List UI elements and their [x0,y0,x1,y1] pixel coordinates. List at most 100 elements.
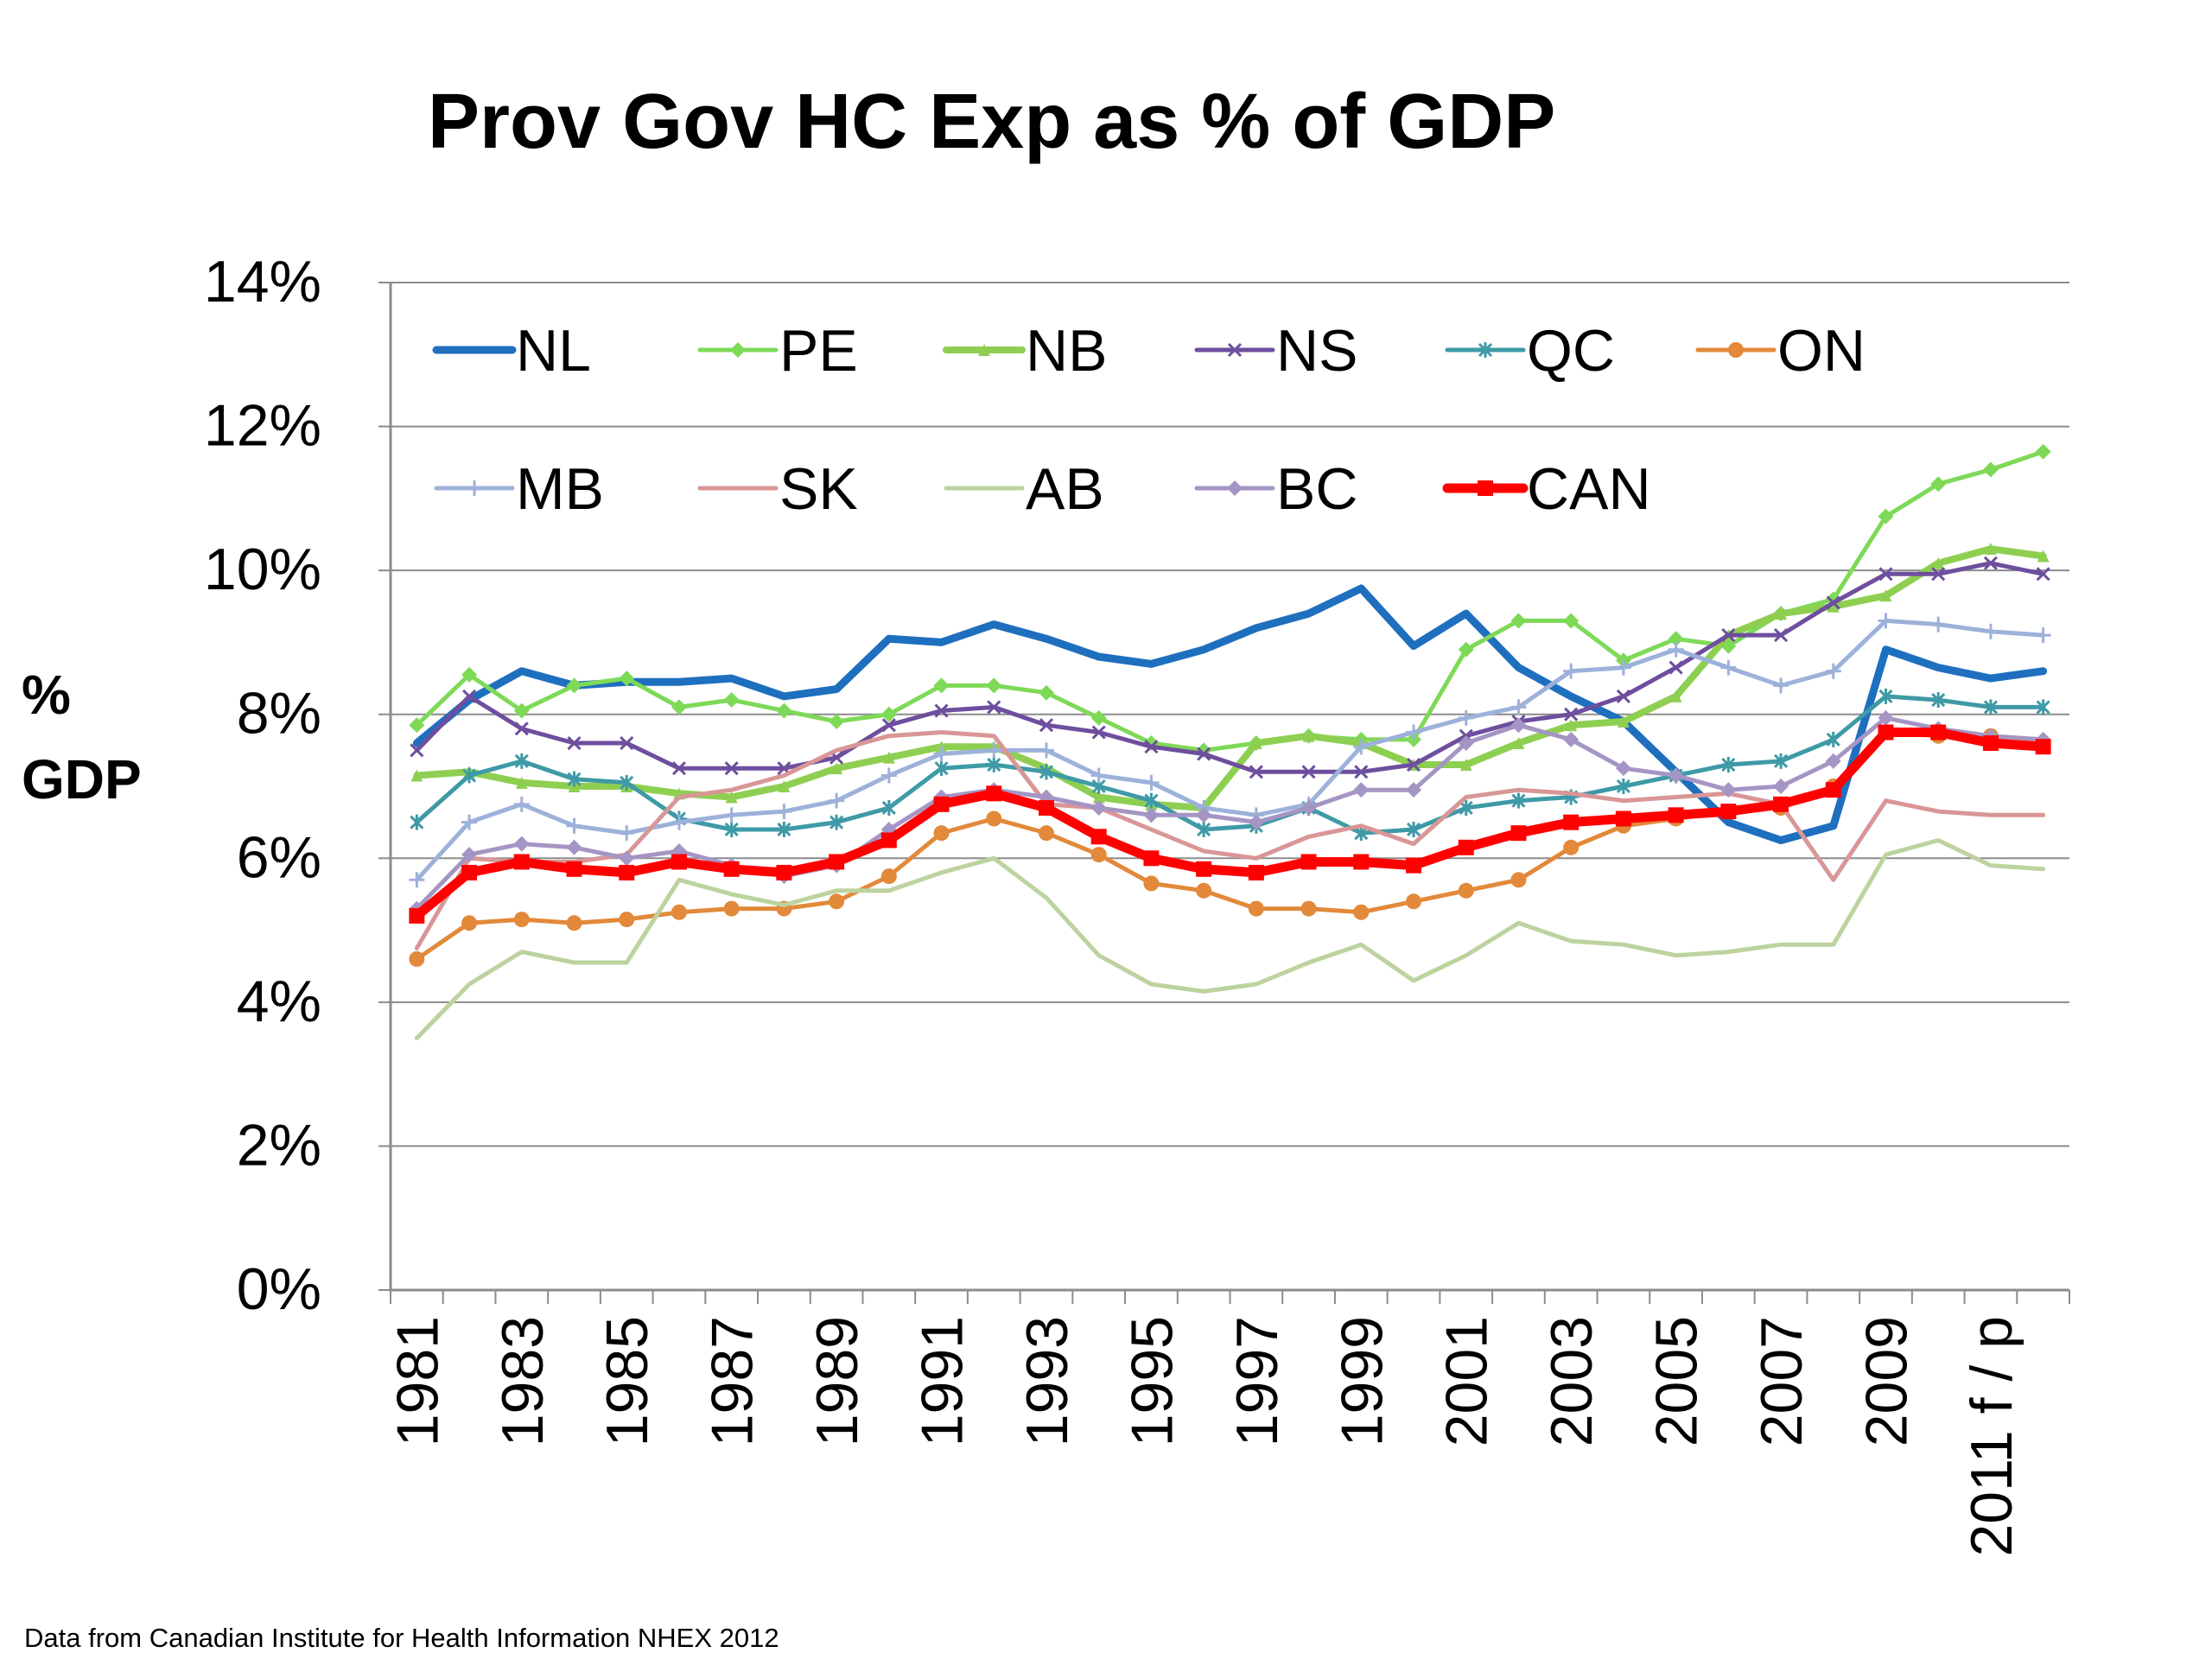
data-point [829,854,845,870]
data-point [1144,792,1159,809]
data-point [1931,567,1946,582]
data-point [1038,825,1054,842]
data-point [1301,765,1316,779]
data-point [986,677,1002,694]
data-point [566,677,582,694]
data-point [620,774,634,791]
data-point [880,767,897,784]
data-point [777,821,791,837]
data-point [671,699,687,715]
series-line-pe [414,449,2046,753]
data-point [1720,804,1737,820]
legend-item-nb: NB [943,318,1107,384]
x-tick-label: 1983 [490,1316,556,1446]
data-point [1563,839,1580,855]
data-point [409,950,425,967]
data-point [462,767,477,784]
data-point [1773,628,1789,643]
data-point [1248,814,1264,830]
legend-item-qc: QC [1445,318,1615,384]
data-point [567,735,582,751]
legend-item-on: ON [1695,318,1866,384]
data-point [1038,684,1054,701]
data-point [881,799,896,816]
data-point [1039,718,1054,733]
data-point [1826,731,1840,747]
y-axis-title-line-1: % [22,664,71,726]
data-point [1458,839,1474,855]
data-point [1512,737,1525,750]
legend-label: NL [516,318,591,384]
data-point [723,807,740,823]
series-line-ab [414,838,2046,1040]
data-point [934,703,949,718]
data-point [1775,607,1788,620]
data-point [1249,765,1263,779]
data-point [1879,589,1892,602]
data-point [1773,677,1789,694]
data-point [1227,480,1243,496]
data-point [1878,508,1894,524]
data-point [620,735,634,751]
data-point [1143,875,1160,892]
legend-label: PE [779,318,858,384]
data-point [1669,660,1683,675]
data-point [1510,613,1527,629]
data-point [1090,829,1107,845]
data-point [1773,753,1789,769]
data-point [1720,659,1737,676]
data-point [409,907,425,924]
legend-item-nl: NL [432,318,591,384]
data-point [1511,792,1526,809]
data-point [1406,724,1422,741]
data-point [1300,854,1317,870]
data-point [1248,864,1264,880]
data-point [1668,767,1684,784]
legend-item-mb: MB [434,456,604,522]
legend-label: NS [1276,318,1357,384]
data-point [1458,735,1474,752]
data-point [1039,764,1054,780]
y-axis-title-line-2: GDP [22,748,142,810]
data-point [776,804,792,820]
series-ns [410,556,2050,779]
axes: 0% 2% 4% 6% 8% 10% 12% 14% 1981 1983 1985 1987 1989 1… [204,249,2070,1557]
data-point [723,900,740,917]
data-point [513,836,530,852]
data-point [462,689,477,703]
data-point [880,832,897,849]
data-point [2037,550,2050,563]
data-point [1197,821,1211,837]
data-point [461,864,478,880]
data-point [1564,707,1579,721]
x-tick-label: 1989 [804,1316,870,1446]
data-point [1406,821,1421,837]
data-point [1878,724,1894,741]
data-point [2036,567,2050,582]
data-point [1090,709,1107,726]
data-point [1478,342,1493,358]
legend-label: QC [1527,318,1615,384]
data-point [1248,900,1264,917]
y-tick-label: 0% [237,1256,321,1322]
data-point [619,825,635,842]
data-point [1615,659,1631,676]
data-point [1930,616,1947,632]
series-lines [409,443,2051,1040]
data-point [1354,765,1369,779]
x-tick-label: 2011 f / p [1959,1316,2024,1557]
data-point [1878,613,1894,629]
y-tick-label: 14% [204,249,321,315]
legend-label: CAN [1527,456,1651,522]
data-point [1196,861,1212,877]
data-point [1038,799,1054,816]
data-point [1617,715,1630,728]
data-point [671,814,687,830]
data-point [513,912,530,928]
data-point [619,912,635,928]
data-point [671,904,687,920]
series-line-bc [414,715,2046,912]
data-point [1227,342,1243,358]
data-point [1878,709,1894,726]
legend-label: NB [1026,318,1107,384]
